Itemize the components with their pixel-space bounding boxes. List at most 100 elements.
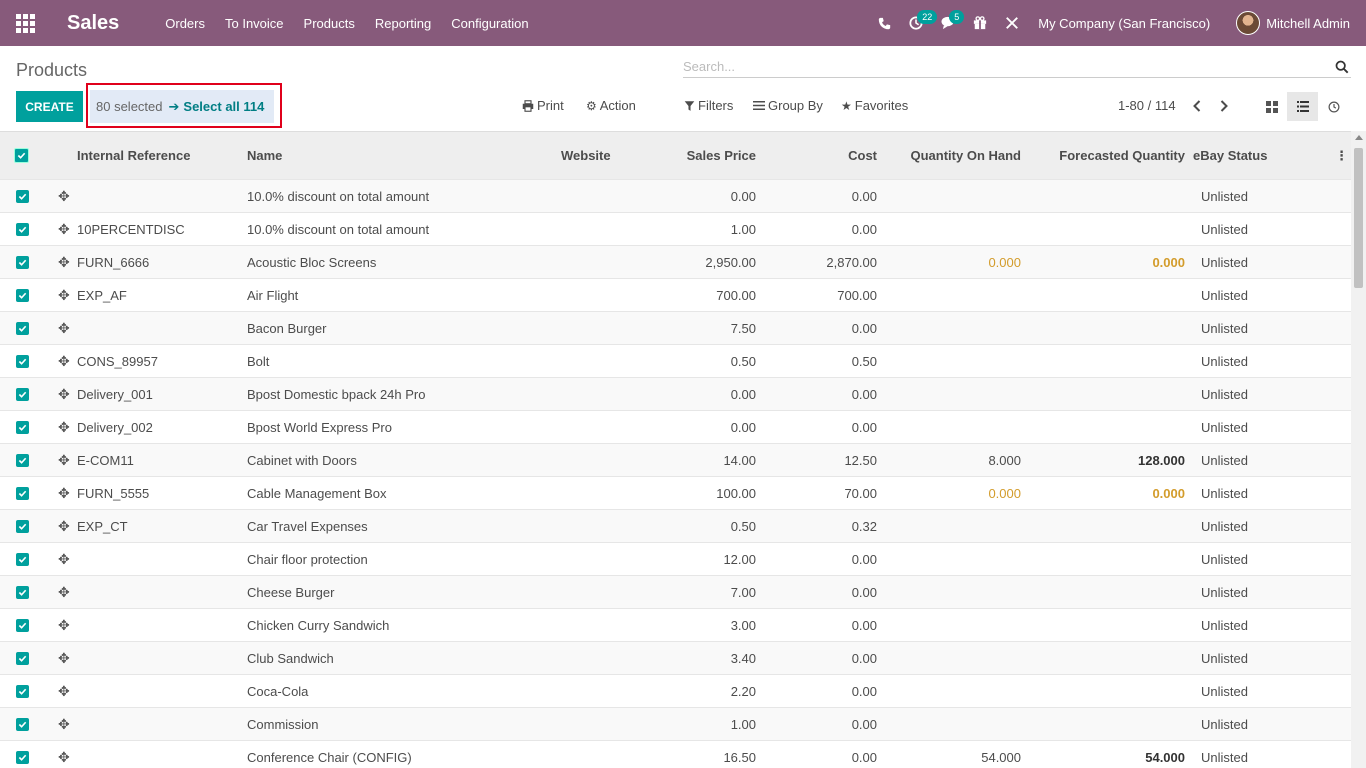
cell-ref[interactable]	[77, 741, 247, 768]
cell-onhand[interactable]	[885, 642, 1029, 675]
column-header-onhand[interactable]: Quantity On Hand	[910, 148, 1022, 163]
apps-icon[interactable]	[0, 0, 50, 46]
cell-price[interactable]: 2,950.00	[705, 254, 756, 270]
cell-cost[interactable]: 700.00	[837, 287, 877, 303]
cell-name[interactable]: Coca-Cola	[247, 683, 309, 699]
gift-icon[interactable]	[964, 0, 996, 46]
drag-handle-icon[interactable]: ✥	[58, 220, 70, 237]
cell-onhand[interactable]: 0.000	[988, 254, 1021, 270]
cell-ref[interactable]: FURN_6666	[77, 254, 150, 270]
cell-price[interactable]: 12.00	[723, 551, 756, 567]
table-row[interactable]: ✥ CONS_89957 Bolt 0.50 0.50 Unlisted	[0, 344, 1351, 378]
cell-name[interactable]: Commission	[247, 716, 319, 732]
cell-website[interactable]	[561, 609, 651, 642]
cell-name[interactable]: 10.0% discount on total amount	[247, 221, 430, 237]
cell-website[interactable]	[561, 279, 651, 312]
cell-onhand[interactable]	[885, 411, 1029, 444]
cell-website[interactable]	[561, 708, 651, 741]
row-checkbox-cell[interactable]	[0, 180, 52, 213]
company-switcher[interactable]: My Company (San Francisco)	[1038, 15, 1211, 31]
cell-ebay[interactable]: Unlisted	[1201, 221, 1248, 237]
cell-ebay[interactable]: Unlisted	[1201, 254, 1248, 270]
table-row[interactable]: ✥ Delivery_001 Bpost Domestic bpack 24h Pr…	[0, 377, 1351, 411]
cell-name[interactable]: Cable Management Box	[247, 485, 387, 501]
cell-website[interactable]	[561, 675, 651, 708]
table-row[interactable]: ✥ 10PERCENTDISC 10.0% discount on total am…	[0, 212, 1351, 246]
cell-ref[interactable]	[77, 708, 247, 741]
select-all-checkbox-cell[interactable]	[0, 132, 52, 180]
row-checkbox-cell[interactable]	[0, 543, 52, 576]
cell-name[interactable]: 10.0% discount on total amount	[247, 188, 430, 204]
cell-website[interactable]	[561, 411, 651, 444]
app-title[interactable]: Sales	[67, 11, 120, 34]
cell-onhand[interactable]: 0.000	[988, 485, 1021, 501]
cell-ebay[interactable]: Unlisted	[1201, 716, 1248, 732]
row-checkbox-cell[interactable]	[0, 642, 52, 675]
row-checkbox-cell[interactable]	[0, 312, 52, 345]
cell-forecast[interactable]	[1029, 576, 1193, 609]
drag-handle-icon[interactable]: ✥	[58, 451, 70, 468]
cell-website[interactable]	[561, 213, 651, 246]
column-header-price[interactable]: Sales Price	[686, 148, 756, 163]
drag-handle-icon[interactable]: ✥	[58, 253, 70, 270]
cell-ref[interactable]: 10PERCENTDISC	[77, 221, 185, 237]
drag-handle-icon[interactable]: ✥	[58, 715, 70, 732]
row-checkbox-cell[interactable]	[0, 576, 52, 609]
cell-forecast[interactable]	[1029, 279, 1193, 312]
checkbox-icon[interactable]	[16, 288, 29, 302]
cell-ref[interactable]	[77, 642, 247, 675]
table-row[interactable]: ✥ E-COM11 Cabinet with Doors 14.00 12.50 8.00…	[0, 443, 1351, 477]
checkbox-icon[interactable]	[16, 552, 29, 566]
table-row[interactable]: ✥ Chicken Curry Sandwich 3.00 0.00 Unlisted	[0, 608, 1351, 642]
cell-onhand[interactable]: 8.000	[988, 452, 1021, 468]
cell-forecast[interactable]: 54.000	[1145, 749, 1185, 765]
cell-onhand[interactable]	[885, 675, 1029, 708]
checkbox-icon[interactable]	[16, 453, 29, 467]
cell-forecast[interactable]: 0.000	[1152, 254, 1185, 270]
row-checkbox-cell[interactable]	[0, 213, 52, 246]
cell-cost[interactable]: 0.00	[851, 683, 877, 699]
cell-website[interactable]	[561, 741, 651, 768]
drag-handle-icon[interactable]: ✥	[58, 517, 70, 534]
table-row[interactable]: ✥ Cheese Burger 7.00 0.00 Unlisted	[0, 575, 1351, 609]
cell-name[interactable]: Chicken Curry Sandwich	[247, 617, 390, 633]
cell-price[interactable]: 7.50	[730, 320, 756, 336]
cell-cost[interactable]: 0.00	[851, 716, 877, 732]
cell-ebay[interactable]: Unlisted	[1201, 683, 1248, 699]
checkbox-icon[interactable]	[16, 420, 29, 434]
cell-website[interactable]	[561, 642, 651, 675]
cell-price[interactable]: 0.00	[730, 188, 756, 204]
cell-forecast[interactable]	[1029, 543, 1193, 576]
cell-ebay[interactable]: Unlisted	[1201, 386, 1248, 402]
list-view-button[interactable]	[1287, 92, 1318, 121]
print-button[interactable]: Print	[522, 98, 564, 113]
cell-onhand[interactable]	[885, 543, 1029, 576]
cell-onhand[interactable]	[885, 312, 1029, 345]
drag-handle-icon[interactable]: ✥	[58, 682, 70, 699]
checkbox-icon[interactable]	[16, 750, 29, 764]
cell-onhand[interactable]: 54.000	[981, 749, 1021, 765]
cell-price[interactable]: 3.00	[730, 617, 756, 633]
checkbox-icon[interactable]	[16, 651, 29, 665]
cell-website[interactable]	[561, 378, 651, 411]
checkbox-icon[interactable]	[14, 148, 29, 163]
phone-icon[interactable]	[868, 0, 900, 46]
cell-cost[interactable]: 0.00	[851, 320, 877, 336]
row-checkbox-cell[interactable]	[0, 411, 52, 444]
cell-ref[interactable]	[77, 609, 247, 642]
checkbox-icon[interactable]	[16, 354, 29, 368]
drag-handle-icon[interactable]: ✥	[58, 352, 70, 369]
cell-cost[interactable]: 0.00	[851, 221, 877, 237]
checkbox-icon[interactable]	[16, 585, 29, 599]
cell-ebay[interactable]: Unlisted	[1201, 650, 1248, 666]
cell-cost[interactable]: 12.50	[844, 452, 877, 468]
chevron-right-icon[interactable]	[1216, 96, 1232, 116]
cell-forecast[interactable]	[1029, 609, 1193, 642]
cell-name[interactable]: Bpost World Express Pro	[247, 419, 392, 435]
cell-ebay[interactable]: Unlisted	[1201, 518, 1248, 534]
cell-cost[interactable]: 2,870.00	[826, 254, 877, 270]
table-row[interactable]: ✥ Commission 1.00 0.00 Unlisted	[0, 707, 1351, 741]
favorites-button[interactable]: ★ Favorites	[841, 98, 908, 113]
search-input[interactable]	[683, 59, 1323, 74]
cell-ref[interactable]	[77, 543, 247, 576]
